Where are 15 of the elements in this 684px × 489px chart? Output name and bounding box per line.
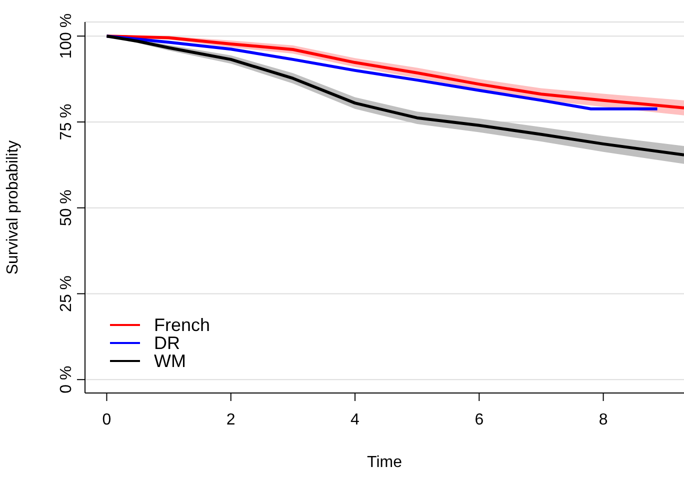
x-tick-label: 0 (102, 411, 112, 428)
legend-label: French (154, 315, 210, 335)
y-tick-label: 25 % (58, 275, 75, 312)
x-tick-label: 8 (598, 411, 608, 428)
y-tick-label: 75 % (58, 104, 75, 140)
y-tick-label: 0 % (58, 366, 75, 394)
x-axis-title: Time (367, 454, 402, 471)
y-axis-title: Survival probability (4, 140, 22, 275)
y-tick-label: 100 % (58, 13, 75, 59)
legend-label: DR (154, 333, 180, 353)
x-tick-label: 2 (226, 411, 236, 428)
x-tick-label: 4 (350, 411, 360, 428)
legend-label: WM (154, 351, 186, 371)
x-tick-label: 6 (474, 411, 484, 428)
y-tick-label: 50 % (58, 190, 75, 226)
